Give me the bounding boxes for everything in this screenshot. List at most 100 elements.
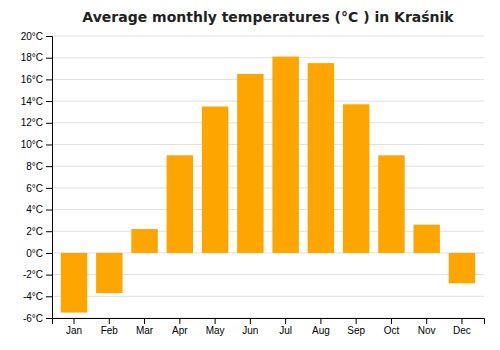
grid-line xyxy=(52,57,484,58)
axis-line xyxy=(46,37,53,319)
bar xyxy=(167,155,193,253)
tick-mark xyxy=(74,318,75,324)
bar xyxy=(272,57,298,253)
grid-line xyxy=(52,209,484,210)
tick-label: -4°C xyxy=(23,291,43,302)
bar xyxy=(96,253,122,293)
tick-label: Aug xyxy=(312,325,330,336)
tick: 12°C xyxy=(21,117,52,128)
tick: 6°C xyxy=(26,183,52,194)
bar xyxy=(61,253,87,313)
tick-mark xyxy=(391,318,392,324)
y-axis: -6°C -4°C -2°C 0°C 2°C 4°C 6°C 8°C 10°C 12°C 14°C 1… xyxy=(21,31,53,324)
tick: Aug xyxy=(312,318,330,336)
tick-label: Jun xyxy=(242,325,258,336)
bar xyxy=(413,225,439,253)
tick-mark xyxy=(46,58,52,59)
grid-line xyxy=(52,36,484,37)
tick-mark xyxy=(46,166,52,167)
tick: Dec xyxy=(453,318,471,336)
tick: Oct xyxy=(384,318,400,336)
tick-label: 10°C xyxy=(21,139,43,150)
tick-label: Feb xyxy=(101,325,119,336)
grid-line xyxy=(52,144,484,145)
bar xyxy=(343,104,369,253)
tick-mark xyxy=(46,296,52,297)
tick-label: -6°C xyxy=(23,313,43,324)
tick-label: 8°C xyxy=(26,161,43,172)
tick-mark xyxy=(46,210,52,211)
tick: 8°C xyxy=(26,161,52,172)
tick: 2°C xyxy=(26,226,52,237)
grid-line xyxy=(52,122,484,123)
grid-line xyxy=(52,166,484,167)
bar xyxy=(202,107,228,253)
tick: 4°C xyxy=(26,204,52,215)
tick-label: Sep xyxy=(347,325,365,336)
tick-mark xyxy=(46,101,52,102)
grid-line xyxy=(52,296,484,297)
tick: Jul xyxy=(279,318,292,336)
tick: Jun xyxy=(242,318,258,336)
tick: -2°C xyxy=(23,269,52,280)
tick-label: Nov xyxy=(418,325,436,336)
chart: -6°C -4°C -2°C 0°C 2°C 4°C 6°C 8°C 10°C 12°C 14°C 1… xyxy=(0,0,500,350)
tick-mark xyxy=(179,318,180,324)
tick-label: May xyxy=(206,325,225,336)
tick-mark xyxy=(46,79,52,80)
tick-mark xyxy=(109,318,110,324)
tick: Apr xyxy=(172,318,188,336)
tick-mark xyxy=(46,188,52,189)
tick-mark xyxy=(144,318,145,324)
bar xyxy=(378,155,404,253)
tick-mark xyxy=(356,318,357,324)
grid-line xyxy=(52,79,484,80)
tick-label: 14°C xyxy=(21,96,43,107)
tick: 20°C xyxy=(21,31,52,42)
tick-label: 18°C xyxy=(21,52,43,63)
tick-mark xyxy=(46,231,52,232)
tick: -6°C xyxy=(23,313,52,324)
tick-label: 6°C xyxy=(26,183,43,194)
tick: Sep xyxy=(347,318,365,336)
tick-mark xyxy=(461,318,462,324)
tick: 10°C xyxy=(21,139,52,150)
tick-mark xyxy=(320,318,321,324)
tick-label: -2°C xyxy=(23,269,43,280)
tick: Jan xyxy=(66,318,82,336)
tick-label: Dec xyxy=(453,325,471,336)
grid-line xyxy=(52,187,484,188)
tick-label: 4°C xyxy=(26,204,43,215)
grid-line xyxy=(52,101,484,102)
tick: Mar xyxy=(136,318,154,336)
tick-mark xyxy=(46,123,52,124)
grid xyxy=(52,36,484,318)
tick-mark xyxy=(215,318,216,324)
tick-label: 12°C xyxy=(21,117,43,128)
tick: 16°C xyxy=(21,74,52,85)
tick: 18°C xyxy=(21,52,52,63)
tick: May xyxy=(206,318,225,336)
bar xyxy=(131,229,157,253)
tick-label: Jan xyxy=(66,325,82,336)
bars xyxy=(61,57,475,313)
plot: -6°C -4°C -2°C 0°C 2°C 4°C 6°C 8°C 10°C 12°C 14°C 1… xyxy=(21,31,485,336)
axis-line xyxy=(53,319,485,325)
tick-label: Oct xyxy=(384,325,400,336)
tick-label: 20°C xyxy=(21,31,43,42)
tick: 0°C xyxy=(26,248,52,259)
tick-mark xyxy=(46,253,52,254)
tick-label: 2°C xyxy=(26,226,43,237)
tick-label: Apr xyxy=(172,325,188,336)
tick-label: Mar xyxy=(136,325,154,336)
tick-mark xyxy=(285,318,286,324)
tick: Feb xyxy=(101,318,119,336)
tick-mark xyxy=(46,318,52,319)
bar xyxy=(308,63,334,253)
tick-mark xyxy=(426,318,427,324)
tick-mark xyxy=(46,275,52,276)
title: Average monthly temperatures (°C ) in Kr… xyxy=(82,9,454,25)
tick-label: 0°C xyxy=(26,248,43,259)
tick: 14°C xyxy=(21,96,52,107)
tick: -4°C xyxy=(23,291,52,302)
